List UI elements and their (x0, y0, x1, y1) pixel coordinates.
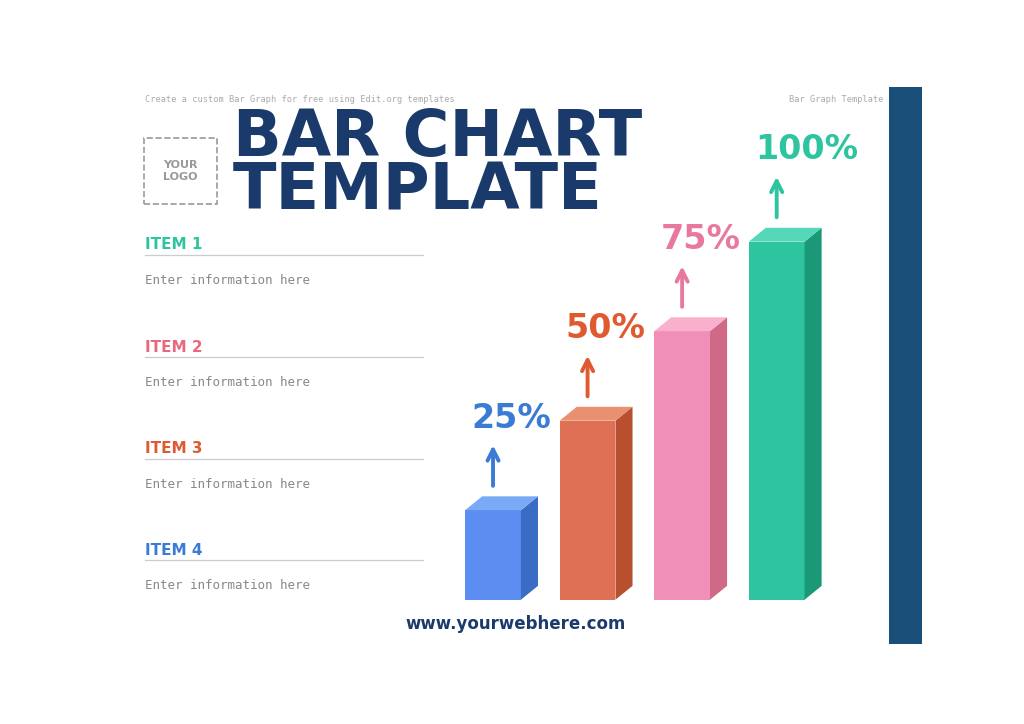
Text: Enter information here: Enter information here (145, 478, 310, 491)
Text: 100%: 100% (755, 133, 858, 167)
Text: YOUR
LOGO: YOUR LOGO (163, 160, 198, 182)
Polygon shape (521, 497, 538, 599)
Text: 25%: 25% (471, 402, 551, 434)
Text: Enter information here: Enter information here (145, 376, 310, 389)
Polygon shape (805, 228, 821, 599)
Text: 75%: 75% (660, 223, 740, 256)
Polygon shape (465, 497, 538, 510)
Text: 50%: 50% (566, 312, 646, 345)
Polygon shape (654, 317, 727, 331)
Polygon shape (710, 317, 727, 599)
FancyBboxPatch shape (143, 138, 217, 204)
Bar (465, 510, 521, 599)
Bar (654, 331, 710, 599)
Text: Bar Graph Template: Bar Graph Template (790, 95, 884, 104)
Text: ITEM 1: ITEM 1 (145, 237, 203, 253)
Text: Enter information here: Enter information here (145, 274, 310, 287)
Text: www.yourwebhere.com: www.yourwebhere.com (406, 615, 626, 634)
Text: BAR CHART: BAR CHART (232, 106, 642, 169)
Text: ITEM 2: ITEM 2 (145, 340, 203, 355)
Bar (560, 421, 615, 599)
Polygon shape (749, 228, 821, 242)
Bar (889, 87, 922, 644)
Text: Create a custom Bar Graph for free using Edit.org templates: Create a custom Bar Graph for free using… (145, 95, 455, 104)
Text: ITEM 4: ITEM 4 (145, 543, 203, 558)
Text: TEMPLATE: TEMPLATE (232, 161, 602, 222)
Text: ITEM 3: ITEM 3 (145, 442, 203, 456)
Polygon shape (615, 407, 633, 599)
Polygon shape (560, 407, 633, 421)
Text: Enter information here: Enter information here (145, 579, 310, 592)
Bar (749, 242, 805, 599)
